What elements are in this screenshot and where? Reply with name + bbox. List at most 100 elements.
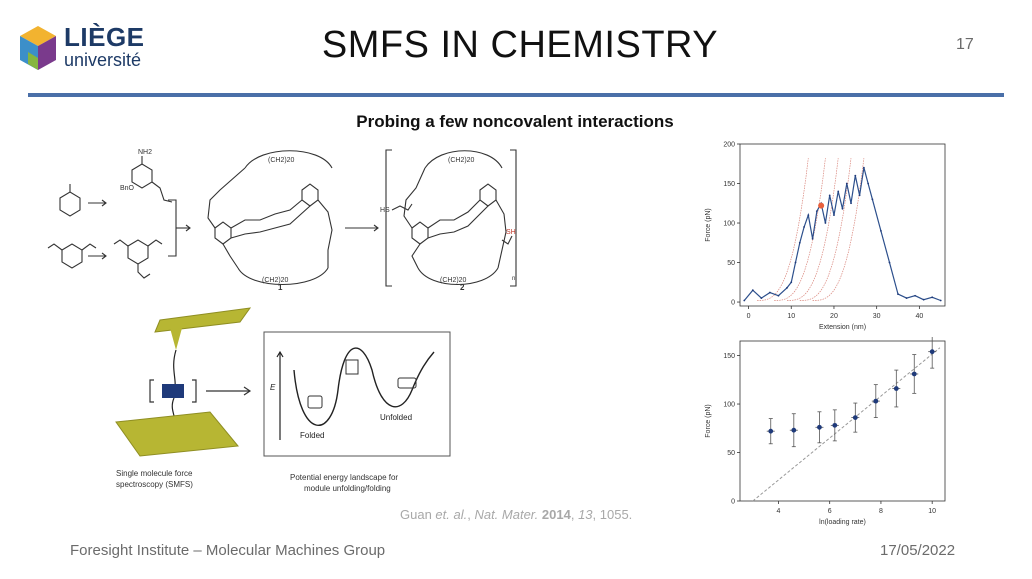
- wlc-fit-curve: [757, 158, 809, 301]
- plot-frame: [739, 340, 946, 502]
- energy-landscape: E Folded Unfolded Potential energy lands…: [263, 331, 451, 493]
- highlight-point: [818, 202, 825, 209]
- data-point: [905, 297, 908, 299]
- compound-1-label: 1: [278, 283, 283, 292]
- x-tick-label: 20: [830, 313, 838, 320]
- data-point: [873, 398, 879, 404]
- chain-label-bottom-2: (CH2)20: [440, 277, 467, 284]
- data-point: [811, 237, 814, 240]
- citation-sep2: ,: [570, 507, 579, 522]
- x-tick-label: 0: [747, 313, 751, 320]
- university-logo: LIÈGE université: [16, 20, 156, 80]
- force-extension-chart: 0 10 20 30 40 0 50 100 150 200 Extension (nm) Force…: [705, 142, 946, 331]
- logo-text-line1: LIÈGE: [64, 22, 145, 52]
- x-tick-label: 10: [928, 508, 936, 515]
- citation-year: 2014: [538, 507, 571, 522]
- x-axis-label: ln(loading rate): [819, 519, 866, 526]
- footer-date: 17/05/2022: [880, 542, 956, 559]
- data-point: [768, 291, 771, 294]
- sh-label: SH: [506, 229, 516, 236]
- data-point: [880, 230, 882, 232]
- data-point: [790, 281, 793, 284]
- nh2-label: NH2: [138, 149, 152, 156]
- n-subscript: n: [512, 276, 515, 282]
- data-point: [862, 166, 865, 169]
- y-tick-label: 100: [723, 221, 735, 228]
- x-tick-label: 6: [828, 508, 832, 515]
- x-tick-label: 4: [776, 508, 780, 515]
- data-point: [803, 226, 805, 228]
- hs-label: HS: [380, 207, 390, 214]
- data-point: [833, 214, 835, 217]
- wlc-fit-curve: [787, 158, 839, 301]
- lactone-ring: [59, 191, 81, 217]
- data-point: [777, 294, 780, 297]
- unfolded-label: Unfolded: [380, 413, 412, 422]
- smfs-caption-line2: spectroscopy (SMFS): [116, 480, 193, 489]
- y-tick-label: 150: [723, 353, 735, 360]
- chain-label-top-2: (CH2)20: [448, 157, 475, 164]
- energy-curve: [293, 347, 435, 426]
- x-tick-label: 40: [915, 313, 923, 320]
- x-tick-label: 30: [873, 313, 881, 320]
- chain-label-bottom: (CH2)20: [262, 277, 289, 284]
- data-point: [786, 286, 788, 289]
- data-point: [824, 222, 827, 224]
- synthesis-scheme: BnO NH2 (CH2)20 (CH2)20 (CH2)20 (CH2)20 …: [47, 149, 517, 292]
- footer-organization: Foresight Institute – Molecular Machines…: [70, 542, 386, 559]
- citation-pages: , 1055.: [592, 507, 633, 522]
- y-tick-label: 50: [727, 260, 735, 267]
- data-point: [845, 182, 848, 185]
- data-point: [922, 298, 925, 301]
- pyrimidine-ring: [131, 163, 153, 189]
- data-point: [837, 190, 840, 193]
- data-point: [893, 386, 899, 391]
- smfs-illustration: Single molecule force spectroscopy (SMFS…: [115, 307, 252, 489]
- data-point: [888, 261, 891, 264]
- slide-title: SMFS IN CHEMISTRY: [321, 24, 719, 66]
- data-point: [914, 294, 917, 297]
- y-tick-label: 0: [731, 300, 735, 307]
- citation-volume: 13: [578, 507, 593, 522]
- data-point: [798, 241, 801, 244]
- data-point: [939, 299, 942, 302]
- citation-journal: Nat. Mater.: [474, 507, 539, 522]
- y-tick-label: 150: [723, 181, 735, 188]
- force-extension-line: [743, 167, 941, 302]
- data-point: [743, 299, 746, 302]
- energy-axis-label: E: [270, 383, 276, 392]
- molecule-block: [162, 384, 184, 398]
- smfs-caption-line1: Single molecule force: [116, 469, 193, 478]
- data-point: [854, 174, 857, 177]
- citation: Guan et. al., Nat. Mater. 2014, 13, 1055…: [400, 507, 632, 522]
- compound-2-label: 2: [460, 283, 465, 292]
- data-point: [850, 202, 852, 205]
- folded-label: Folded: [300, 431, 324, 440]
- data-point: [760, 297, 763, 299]
- data-point: [791, 427, 797, 433]
- chain-label-top: (CH2)20: [268, 157, 295, 164]
- citation-sep1: ,: [467, 507, 475, 522]
- citation-authors: Guan: [400, 507, 436, 522]
- data-point: [807, 214, 810, 217]
- y-tick-label: 50: [727, 450, 735, 457]
- y-axis-label: Force (pN): [705, 404, 712, 437]
- data-point: [794, 261, 797, 264]
- citation-etal: et. al.: [435, 507, 468, 522]
- data-point: [911, 371, 917, 377]
- data-point: [815, 210, 818, 213]
- energy-caption-line1: Potential energy landscape for: [290, 473, 398, 482]
- data-point: [897, 293, 899, 296]
- aniline-ring: [61, 243, 83, 269]
- logo-cube-icon: [20, 26, 56, 70]
- y-tick-label: 100: [723, 402, 735, 409]
- data-point: [929, 349, 935, 355]
- wlc-fit-curve: [799, 158, 852, 301]
- wlc-fit-curve: [774, 158, 826, 301]
- data-point: [828, 194, 831, 197]
- x-tick-label: 8: [879, 508, 883, 515]
- energy-caption-line2: module unfolding/folding: [304, 484, 391, 493]
- data-point: [931, 296, 934, 299]
- slide-subtitle: Probing a few noncovalent interactions: [356, 112, 674, 131]
